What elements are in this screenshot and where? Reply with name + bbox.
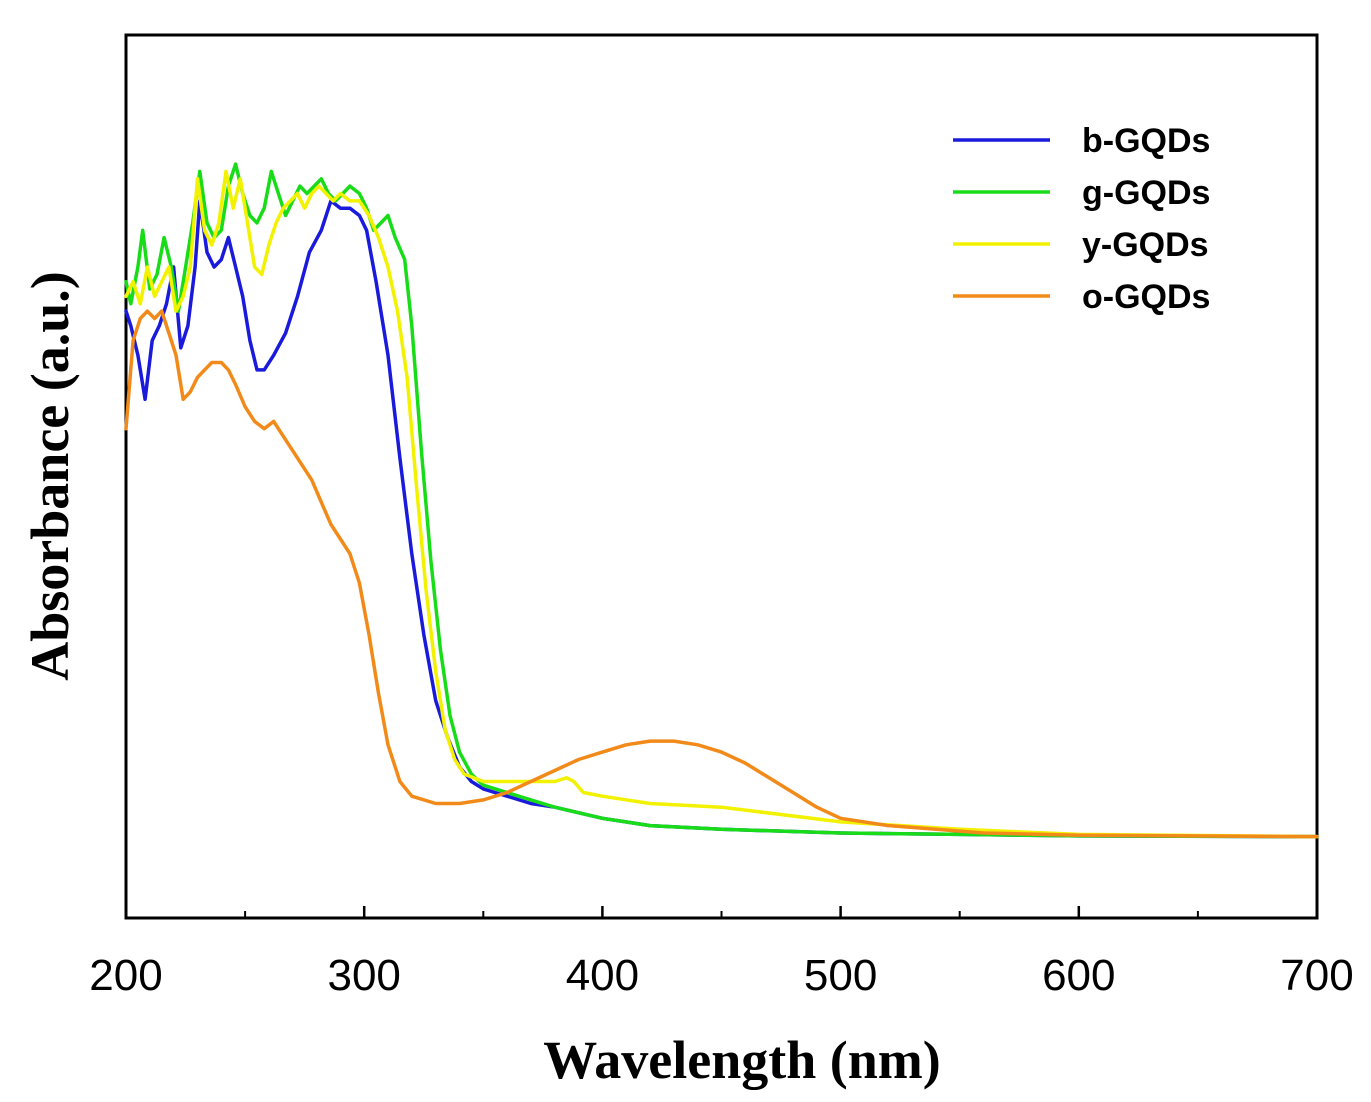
legend-label-y-GQDs: y-GQDs [1082, 226, 1209, 264]
legend: b-GQDs g-GQDs y-GQDs o-GQDs [953, 122, 1210, 316]
y-axis-title: Absorbance (a.u.) [20, 271, 80, 681]
x-axis-ticks [124, 906, 1319, 918]
x-tick-label: 300 [327, 951, 400, 1000]
x-tick-label: 700 [1280, 951, 1353, 1000]
series-lines [124, 162, 1319, 839]
x-tick-label: 500 [804, 951, 877, 1000]
legend-label-o-GQDs: o-GQDs [1082, 278, 1210, 316]
series-line-o-GQDs [124, 309, 1319, 839]
plot-frame [124, 33, 1319, 920]
x-axis-title: Wavelength (nm) [543, 1030, 941, 1090]
x-tick-label: 200 [89, 951, 162, 1000]
x-tick-label: 400 [566, 951, 639, 1000]
series-line-y-GQDs [124, 169, 1319, 839]
legend-label-g-GQDs: g-GQDs [1082, 174, 1210, 212]
legend-label-b-GQDs: b-GQDs [1082, 122, 1210, 160]
x-axis-tick-labels: 200 300 400 500 600 700 [89, 951, 1353, 1000]
x-tick-label: 600 [1042, 951, 1115, 1000]
series-line-g-GQDs [124, 162, 1319, 839]
series-line-b-GQDs [124, 199, 1319, 839]
